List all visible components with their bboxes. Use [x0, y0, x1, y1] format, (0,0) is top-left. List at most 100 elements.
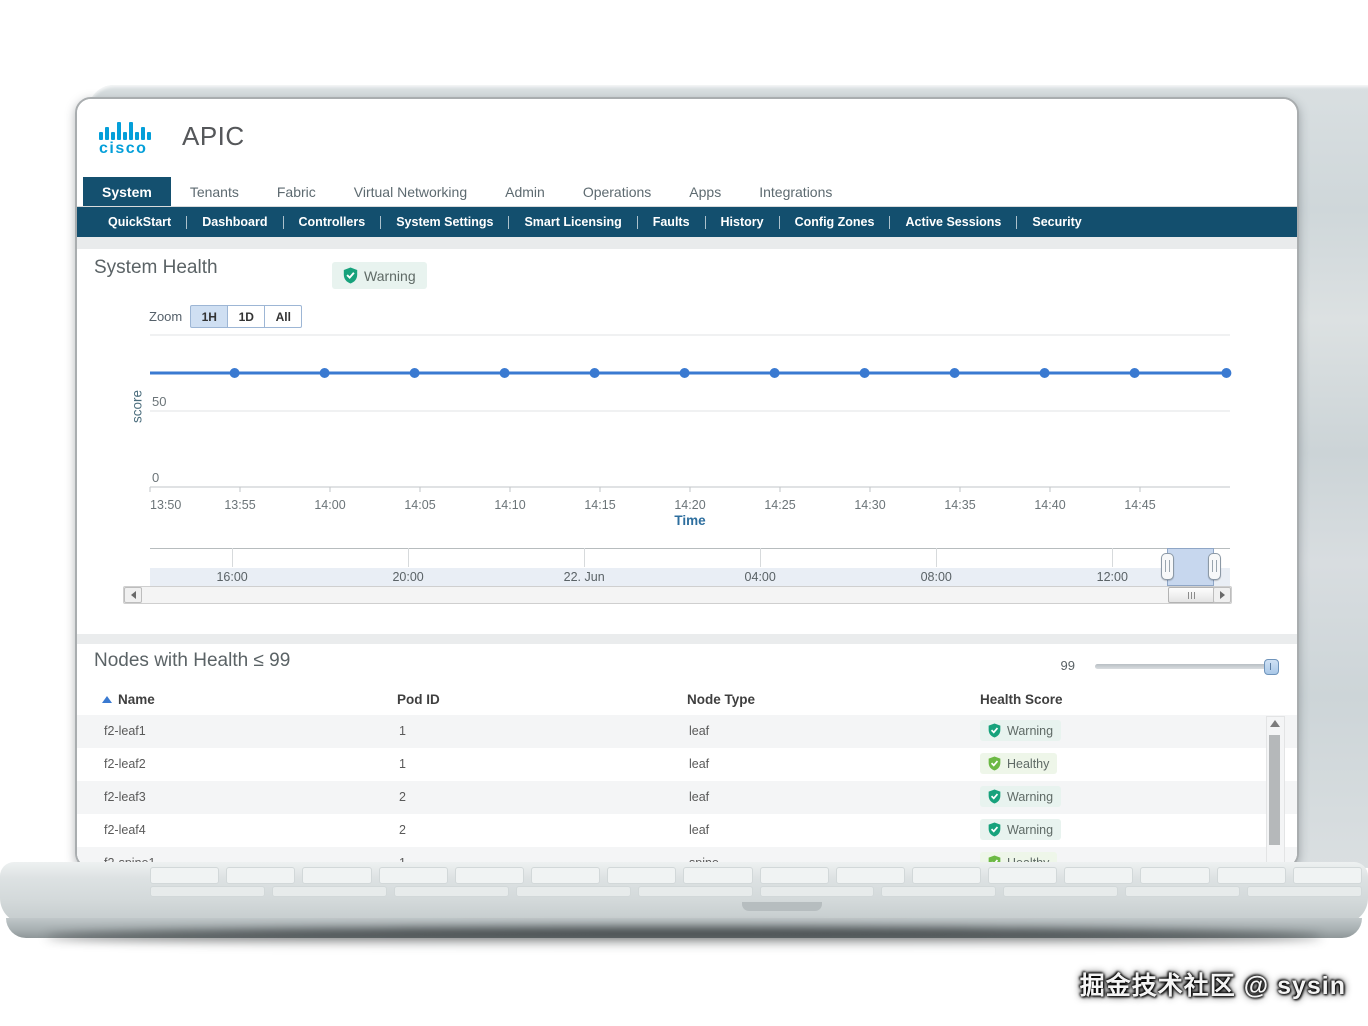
cell-name: f2-leaf2 [104, 757, 146, 771]
navigator-tick-label: 20:00 [392, 570, 423, 584]
y-axis-title: score [130, 377, 145, 437]
nodes-panel: Nodes with Health ≤ 99 99 Name Pod ID No… [77, 644, 1297, 867]
tab-admin[interactable]: Admin [486, 177, 564, 206]
tab-tenants[interactable]: Tenants [171, 177, 258, 206]
table-scrollbar-thumb[interactable] [1269, 735, 1280, 845]
cell-pod-id: 1 [399, 757, 406, 771]
column-header-node-type[interactable]: Node Type [687, 692, 755, 707]
column-header-name[interactable]: Name [102, 692, 155, 707]
shield-check-icon [988, 756, 1001, 771]
navigator-gridline [408, 548, 409, 567]
system-health-title: System Health [94, 257, 218, 279]
data-point-14:24[interactable] [770, 368, 780, 378]
data-point-13:59[interactable] [320, 368, 330, 378]
data-point-13:54[interactable] [230, 368, 240, 378]
x-axis-title: Time [150, 513, 1230, 528]
tab-apps[interactable]: Apps [670, 177, 740, 206]
data-point-14:29[interactable] [860, 368, 870, 378]
subnav-active-sessions[interactable]: Active Sessions [890, 215, 1016, 229]
data-point-14:14[interactable] [590, 368, 600, 378]
shield-check-icon [988, 789, 1001, 804]
subnav-quickstart[interactable]: QuickStart [93, 215, 186, 229]
cell-node-type: leaf [689, 823, 709, 837]
scroll-right-button[interactable] [1213, 587, 1231, 603]
keyboard-keys [150, 867, 1362, 884]
cell-pod-id: 2 [399, 823, 406, 837]
cisco-logo-icon: cisco [99, 121, 159, 159]
health-badge-label: Warning [1007, 790, 1053, 804]
health-badge-label: Healthy [1007, 757, 1049, 771]
tab-system[interactable]: System [83, 177, 171, 206]
tab-fabric[interactable]: Fabric [258, 177, 335, 206]
scroll-up-icon[interactable] [1270, 720, 1280, 727]
navigator-gridline [232, 548, 233, 567]
data-point-14:49[interactable] [1221, 368, 1231, 378]
y-tick-label: 50 [152, 394, 166, 409]
data-point-14:34[interactable] [950, 368, 960, 378]
subnav-config-zones[interactable]: Config Zones [780, 215, 890, 229]
table-row[interactable]: f2-leaf3 2 leaf Warning [77, 781, 1297, 814]
subnav-dashboard[interactable]: Dashboard [187, 215, 282, 229]
table-vertical-scrollbar[interactable] [1266, 716, 1285, 867]
cell-node-type: leaf [689, 724, 709, 738]
cell-node-type: leaf [689, 790, 709, 804]
x-tick-label: 14:15 [584, 498, 615, 512]
subnav-history[interactable]: History [706, 215, 779, 229]
subnav-controllers[interactable]: Controllers [284, 215, 381, 229]
data-point-14:19[interactable] [680, 368, 690, 378]
shield-check-icon [988, 723, 1001, 738]
system-health-panel: System Health Warning Zoom 1H 1D All sco… [77, 249, 1297, 634]
x-tick-label: 14:10 [494, 498, 525, 512]
table-row[interactable]: f2-leaf2 1 leaf Healthy [77, 748, 1297, 781]
column-header-pod-id[interactable]: Pod ID [397, 692, 440, 707]
navigator-left-handle[interactable] [1161, 553, 1174, 580]
chart-navigator[interactable]: 16:00 20:00 22. Jun 04:00 08:00 12:00 [150, 548, 1230, 586]
health-filter-slider[interactable] [1095, 664, 1277, 669]
navigator-track [150, 548, 1230, 569]
shield-check-icon [343, 267, 358, 284]
tab-virtual-networking[interactable]: Virtual Networking [335, 177, 486, 206]
x-tick-label: 14:05 [404, 498, 435, 512]
data-point-14:44[interactable] [1130, 368, 1140, 378]
data-point-14:09[interactable] [500, 368, 510, 378]
app-title: APIC [182, 121, 245, 152]
tab-operations[interactable]: Operations [564, 177, 670, 206]
navigator-right-handle[interactable] [1208, 553, 1221, 580]
nodes-panel-title: Nodes with Health ≤ 99 [94, 650, 290, 672]
panel-separator [77, 634, 1297, 644]
slider-handle[interactable] [1264, 659, 1279, 675]
navigator-label-band: 16:00 20:00 22. Jun 04:00 08:00 12:00 [150, 568, 1230, 586]
navigator-tick-label: 08:00 [921, 570, 952, 584]
x-tick-label: 14:25 [764, 498, 795, 512]
navigator-tick-label: 12:00 [1097, 570, 1128, 584]
subnav-system-settings[interactable]: System Settings [381, 215, 508, 229]
tab-integrations[interactable]: Integrations [740, 177, 851, 206]
subnav-faults[interactable]: Faults [638, 215, 705, 229]
chart-horizontal-scrollbar[interactable] [123, 586, 1232, 604]
left-arrow-icon [131, 591, 136, 599]
scroll-left-button[interactable] [124, 587, 142, 603]
cisco-brand-text: cisco [99, 140, 159, 157]
cell-node-type: leaf [689, 757, 709, 771]
data-point-14:39[interactable] [1040, 368, 1050, 378]
status-badge-label: Warning [364, 268, 416, 284]
data-point-14:04[interactable] [410, 368, 420, 378]
sub-nav: QuickStart Dashboard Controllers System … [77, 207, 1297, 237]
subnav-smart-licensing[interactable]: Smart Licensing [509, 215, 636, 229]
column-header-health-score[interactable]: Health Score [980, 692, 1063, 707]
window-header: cisco APIC [77, 99, 1297, 177]
subnav-security[interactable]: Security [1017, 215, 1096, 229]
navigator-selected-range[interactable] [1167, 548, 1214, 586]
health-filter-value: 99 [1045, 658, 1075, 673]
shield-check-icon [988, 822, 1001, 837]
scrollbar-thumb[interactable] [1168, 587, 1215, 603]
system-status-badge: Warning [332, 262, 427, 289]
right-arrow-icon [1220, 591, 1225, 599]
zoom-label: Zoom [149, 309, 182, 324]
table-row[interactable]: f2-leaf4 2 leaf Warning [77, 814, 1297, 847]
x-tick-label: 14:00 [314, 498, 345, 512]
x-tick-label: 14:35 [944, 498, 975, 512]
x-tick-label: 14:45 [1124, 498, 1155, 512]
table-row[interactable]: f2-leaf1 1 leaf Warning [77, 715, 1297, 748]
x-tick-label: 13:55 [224, 498, 255, 512]
